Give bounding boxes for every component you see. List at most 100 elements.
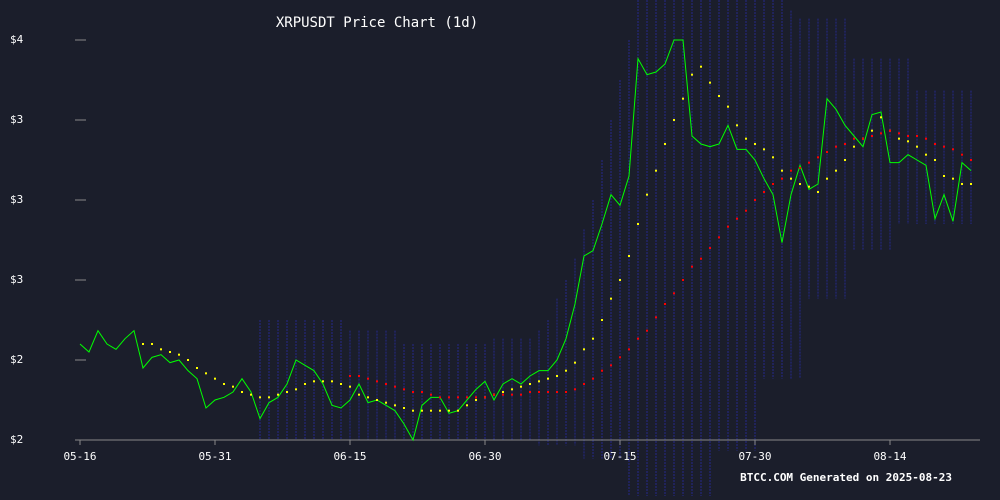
ma-dot (430, 393, 432, 396)
ma-dot (556, 375, 558, 377)
ma-dot (466, 404, 468, 407)
x-tick-label: 06-30 (468, 450, 501, 463)
ma-dot (799, 183, 801, 185)
ma-dot (925, 153, 927, 156)
ma-dot (925, 137, 927, 140)
ma-dot (394, 404, 396, 407)
x-tick-label: 07-30 (738, 450, 771, 463)
ma-dot (529, 391, 531, 393)
y-tick-label: $4 (10, 33, 24, 46)
ma-dot (313, 380, 315, 383)
ma-dot (772, 156, 774, 159)
ma-dot (952, 177, 954, 180)
ma-dot (610, 297, 612, 300)
ma-dot (349, 375, 351, 377)
y-tick-label: $3 (10, 113, 23, 126)
ma-dot (853, 137, 855, 140)
ma-dot (169, 351, 171, 353)
ma-dot (610, 364, 612, 367)
ma-dot (655, 169, 657, 172)
ma-dot (358, 393, 360, 396)
ma-dot (961, 183, 963, 185)
ma-dot (565, 369, 567, 372)
ma-dot (826, 177, 828, 180)
x-tick-label: 05-16 (63, 450, 96, 463)
ma-dot (196, 367, 198, 369)
ma-dot (277, 393, 279, 396)
ma-dot (763, 148, 765, 151)
ma-dot (151, 343, 153, 345)
ma-dot (664, 303, 666, 305)
ma-dot (808, 161, 810, 164)
ma-dot (502, 393, 504, 396)
ma-dot (673, 292, 675, 295)
ma-dot (736, 217, 738, 220)
ma-dot (142, 343, 144, 345)
ma-dot (952, 148, 954, 151)
ma-dot (889, 129, 891, 132)
ma-dot (601, 369, 603, 372)
ma-dot (628, 255, 630, 257)
ma-dot (736, 124, 738, 127)
x-tick-label: 06-15 (333, 450, 366, 463)
ma-dot (826, 151, 828, 153)
ma-dot (376, 380, 378, 383)
ma-dot (574, 361, 576, 364)
ma-dot (349, 385, 351, 388)
ma-dot (880, 132, 882, 135)
ma-dot (592, 337, 594, 340)
ma-dot (502, 391, 504, 393)
ma-dot (511, 388, 513, 391)
ma-dot (322, 380, 324, 383)
price-line (79, 39, 972, 442)
ma-dot (790, 169, 792, 172)
ma-dot (943, 145, 945, 148)
ma-dot (430, 409, 432, 412)
ma-dot (421, 391, 423, 393)
ma-dot (799, 167, 801, 169)
ma-dot (727, 225, 729, 228)
ma-dot (871, 135, 873, 137)
ma-dot (853, 145, 855, 148)
ma-dot (412, 409, 414, 412)
ma-dot (286, 391, 288, 393)
ma-dot (862, 137, 864, 140)
ma-dot (583, 348, 585, 351)
ma-dot (304, 383, 306, 385)
ma-dot (871, 129, 873, 132)
ma-dot (448, 396, 450, 399)
ma-dot (844, 143, 846, 145)
ma-dot (646, 193, 648, 196)
ma-dot (934, 143, 936, 145)
ma-dot (934, 159, 936, 161)
ma-dot (214, 377, 216, 380)
ma-dot (745, 137, 747, 140)
ma-dot (358, 375, 360, 377)
ma-dot (673, 119, 675, 121)
ma-dot (421, 409, 423, 412)
ma-dot (727, 105, 729, 108)
ma-dot (781, 169, 783, 172)
ma-dot (457, 396, 459, 399)
ma-dot (898, 137, 900, 140)
ma-dot (655, 316, 657, 319)
ma-dot (898, 132, 900, 135)
ma-dot (376, 399, 378, 401)
ma-dot (961, 153, 963, 156)
ma-dot (790, 177, 792, 180)
ma-dot (907, 135, 909, 137)
ma-dot (754, 199, 756, 201)
ma-dot (493, 393, 495, 396)
ma-dot (241, 391, 243, 393)
ma-dot (880, 116, 882, 119)
ma-dot (268, 396, 270, 399)
ma-dot (223, 383, 225, 385)
ma-dot (475, 399, 477, 401)
ma-dot (835, 169, 837, 172)
ma-dot (835, 145, 837, 148)
ma-dot (547, 391, 549, 393)
ma-dot (457, 409, 459, 412)
ma-dot (403, 388, 405, 391)
ma-dot (844, 159, 846, 161)
